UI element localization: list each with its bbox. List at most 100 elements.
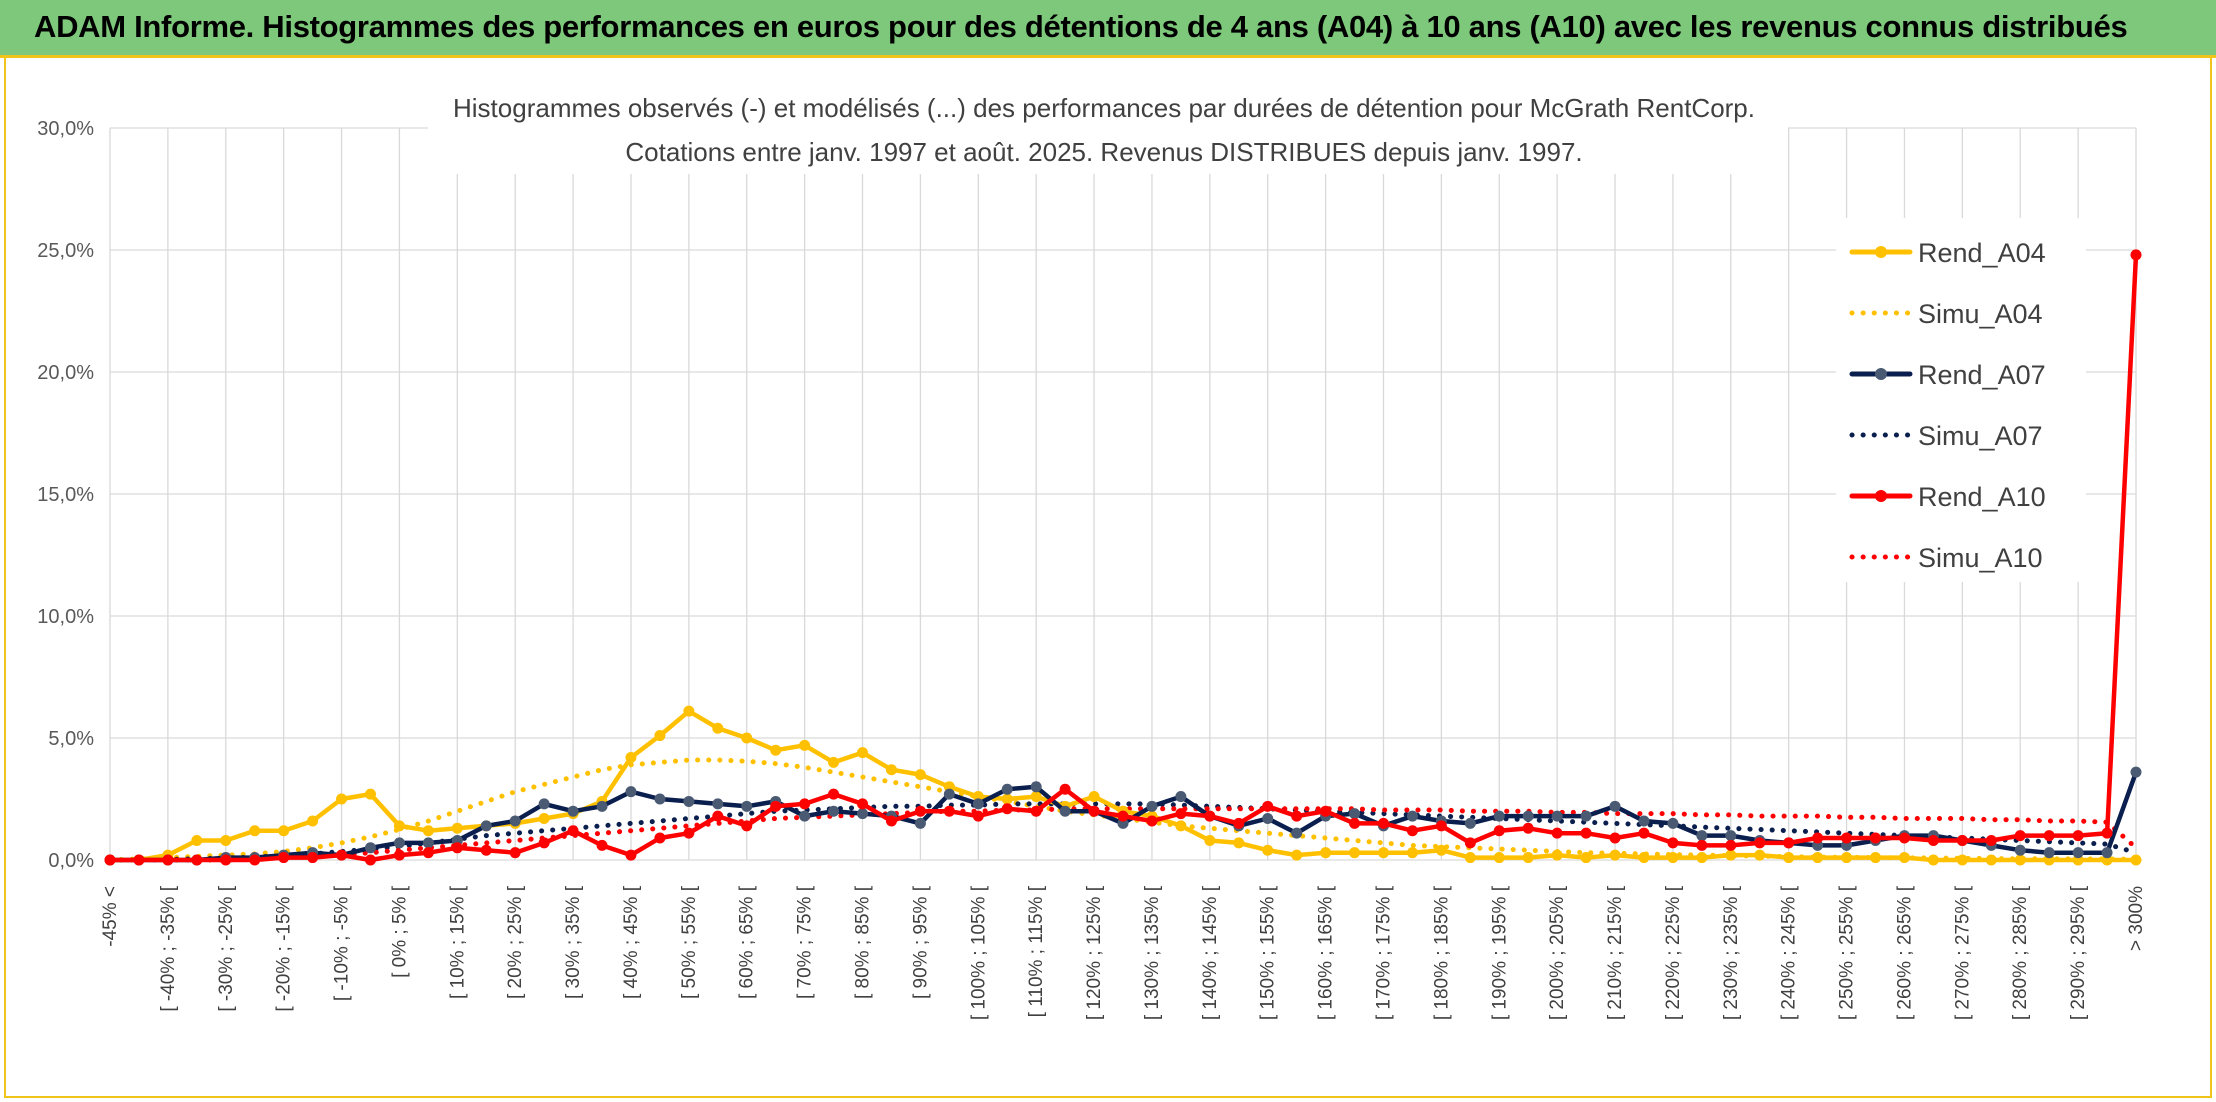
data-point-rend-a07: [1551, 810, 1563, 822]
series-line-simu-a04: [107, 757, 2139, 863]
data-point-rend-a10: [885, 815, 897, 827]
data-point-rend-a10: [683, 827, 695, 839]
data-point-rend-a07: [1696, 830, 1708, 842]
data-point-rend-a10: [1956, 834, 1968, 846]
data-point-rend-a04: [278, 825, 290, 837]
data-point-rend-a04: [770, 744, 782, 756]
data-point-rend-a04: [451, 822, 463, 834]
chart-subtitle: Cotations entre janv. 1997 et août. 2025…: [625, 137, 1582, 167]
x-tick-label: [ 150% ; 155% [: [1258, 885, 1279, 1020]
data-point-rend-a04: [1291, 849, 1303, 861]
data-point-rend-a07: [1464, 817, 1476, 829]
data-point-rend-a10: [654, 832, 666, 844]
data-point-rend-a10: [2043, 830, 2055, 842]
data-point-rend-a04: [1580, 852, 1592, 864]
data-point-rend-a07: [393, 837, 405, 849]
data-point-rend-a04: [2130, 854, 2142, 866]
data-point-rend-a10: [1870, 832, 1882, 844]
data-point-rend-a07: [914, 817, 926, 829]
legend-entry: Simu_A04: [1918, 299, 2043, 329]
data-point-rend-a10: [1927, 834, 1939, 846]
x-tick-label: [ 170% ; 175% [: [1373, 885, 1394, 1020]
data-point-rend-a10: [1609, 832, 1621, 844]
y-tick-label: 20,0%: [37, 362, 94, 384]
data-point-rend-a07: [1146, 800, 1158, 812]
data-point-rend-a10: [1175, 808, 1187, 820]
data-point-rend-a07: [1001, 783, 1013, 795]
data-point-rend-a04: [249, 825, 261, 837]
y-tick-label: 30,0%: [37, 118, 94, 140]
data-point-rend-a10: [220, 854, 232, 866]
chart-title-background: [428, 78, 1788, 174]
x-tick-label: [ 50% ; 55% [: [679, 885, 700, 999]
data-point-rend-a10: [770, 800, 782, 812]
data-point-rend-a10: [1841, 832, 1853, 844]
data-point-rend-a04: [1464, 852, 1476, 864]
x-tick-label: [ -30% ; -25% [: [216, 885, 237, 1011]
data-point-rend-a07: [654, 793, 666, 805]
data-point-rend-a07: [1030, 781, 1042, 793]
x-tick-label: [ -10% ; -5% [: [332, 885, 353, 1001]
legend-background: [1836, 218, 2086, 582]
x-tick-label: [ 60% ; 65% [: [737, 885, 758, 999]
x-tick-label: [ 210% ; 215% [: [1605, 885, 1626, 1020]
data-point-rend-a10: [133, 854, 145, 866]
data-point-rend-a04: [1696, 852, 1708, 864]
data-point-rend-a10: [712, 810, 724, 822]
y-tick-label: 15,0%: [37, 484, 94, 506]
gridlines: [109, 127, 2137, 861]
data-point-rend-a10: [1117, 810, 1129, 822]
data-point-rend-a10: [1696, 839, 1708, 851]
data-point-rend-a10: [1204, 810, 1216, 822]
data-point-rend-a04: [828, 756, 840, 768]
data-point-rend-a04: [741, 732, 753, 744]
data-point-rend-a04: [1956, 854, 1968, 866]
data-point-rend-a07: [1667, 817, 1679, 829]
data-point-rend-a07: [625, 786, 637, 798]
x-tick-label: [ 80% ; 85% [: [853, 885, 874, 999]
data-point-rend-a07: [1175, 791, 1187, 803]
x-tick-label: [ 10% ; 15% [: [447, 885, 468, 999]
data-point-rend-a10: [1059, 783, 1071, 795]
data-point-rend-a04: [1320, 847, 1332, 859]
data-point-rend-a04: [1522, 852, 1534, 864]
data-point-rend-a04: [1493, 852, 1505, 864]
x-tick-label: [ 20% ; 25% [: [505, 885, 526, 999]
data-point-rend-a10: [1754, 837, 1766, 849]
data-point-rend-a07: [1580, 810, 1592, 822]
legend-entry: Rend_A10: [1918, 482, 2046, 512]
data-point-rend-a04: [1204, 834, 1216, 846]
legend-entry: Simu_A07: [1918, 421, 2043, 451]
x-tick-label: [ 100% ; 105% [: [968, 885, 989, 1020]
y-tick-label: 10,0%: [37, 606, 94, 628]
data-point-rend-a07: [712, 798, 724, 810]
x-tick-label: [ 90% ; 95% [: [910, 885, 931, 999]
x-tick-label: [ 280% ; 285% [: [2010, 885, 2031, 1020]
data-point-rend-a04: [1783, 852, 1795, 864]
x-tick-label: [ 200% ; 205% [: [1547, 885, 1568, 1020]
data-point-rend-a10: [1985, 834, 1997, 846]
x-tick-label: [ 220% ; 225% [: [1663, 885, 1684, 1020]
y-tick-label: 0,0%: [48, 850, 94, 872]
data-point-rend-a10: [393, 849, 405, 861]
data-point-rend-a07: [2130, 766, 2142, 778]
data-point-rend-a10: [336, 849, 348, 861]
x-tick-label: [ 70% ; 75% [: [795, 885, 816, 999]
data-point-rend-a07: [1059, 805, 1071, 817]
legend: Rend_A04 Simu_A04 Rend_A07 Simu_A07 Rend_A10…: [1836, 218, 2086, 582]
data-point-rend-a10: [1522, 822, 1534, 834]
data-point-rend-a07: [1493, 810, 1505, 822]
x-tick-label: [ 190% ; 195% [: [1489, 885, 1510, 1020]
data-point-rend-a10: [625, 849, 637, 861]
data-point-rend-a04: [1754, 849, 1766, 861]
legend-entry: Rend_A07: [1918, 360, 2046, 390]
legend-marker: [1875, 368, 1887, 380]
data-point-rend-a04: [1435, 844, 1447, 856]
data-point-rend-a04: [712, 722, 724, 734]
x-tick-label: [ 40% ; 45% [: [621, 885, 642, 999]
data-point-rend-a07: [2043, 847, 2055, 859]
data-point-rend-a10: [1291, 810, 1303, 822]
data-point-rend-a04: [1349, 847, 1361, 859]
data-point-rend-a07: [683, 795, 695, 807]
data-point-rend-a04: [914, 769, 926, 781]
